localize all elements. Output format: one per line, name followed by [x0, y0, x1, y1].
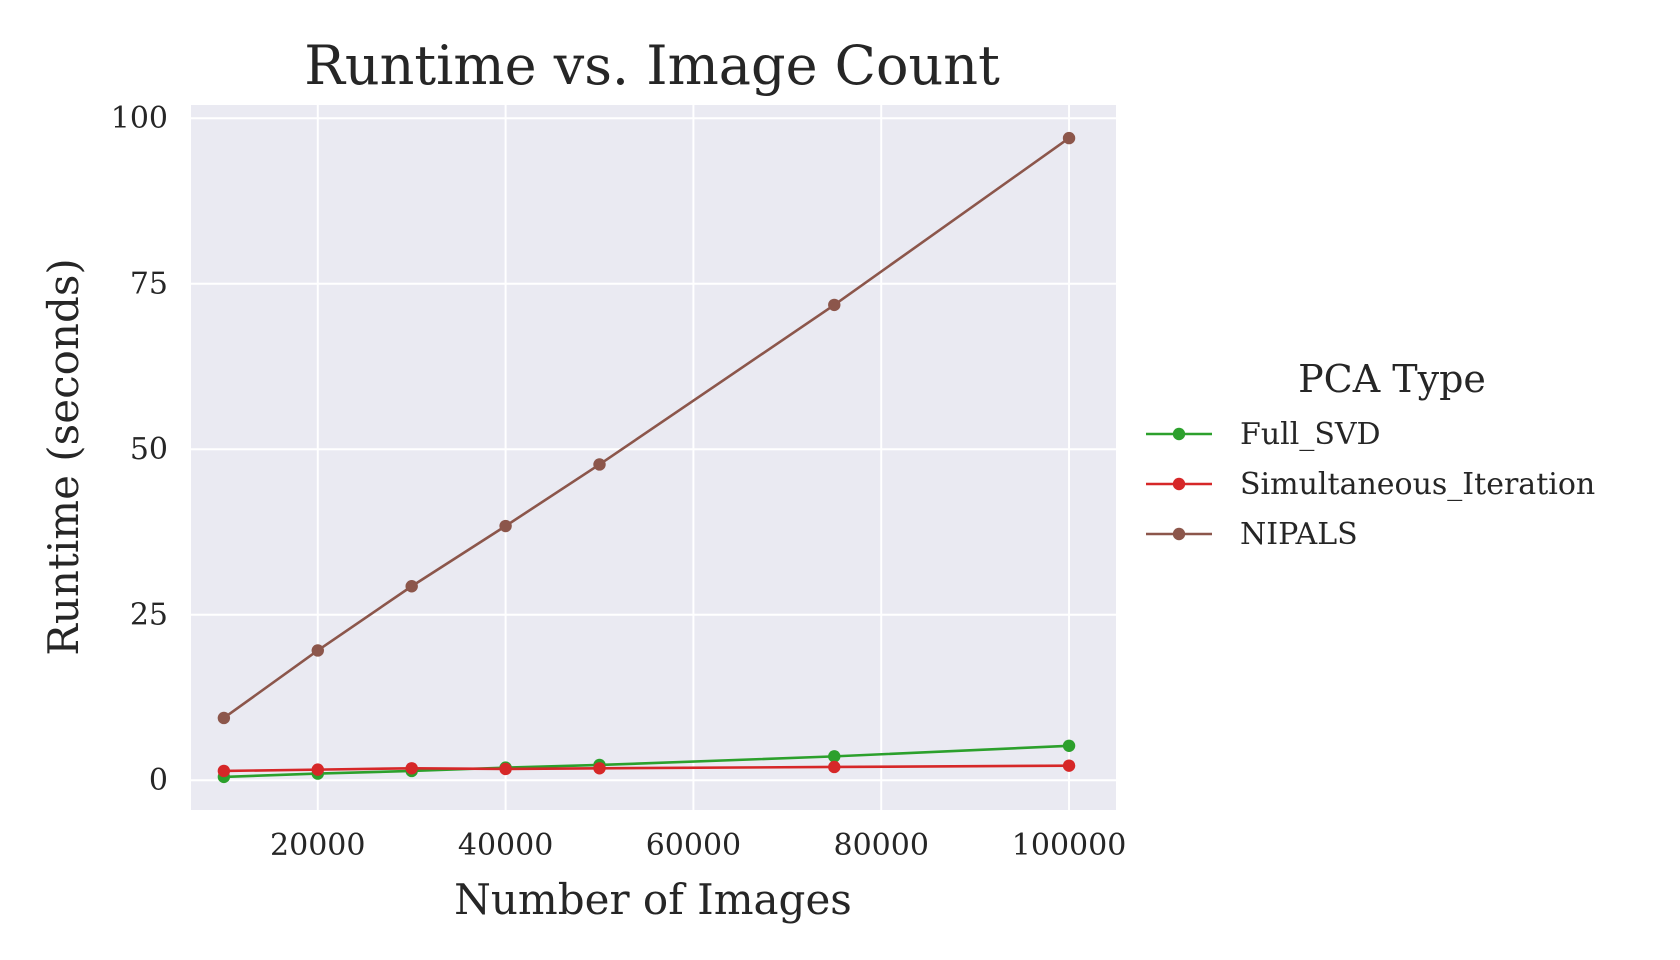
data-point: [1062, 739, 1076, 752]
y-tick-label: 25: [130, 598, 168, 633]
data-point: [1062, 131, 1076, 145]
legend: PCA Type Full_SVD Simultaneous_Iteration N…: [1146, 357, 1595, 552]
data-point: [1062, 759, 1076, 772]
data-point: [311, 763, 324, 776]
data-point: [593, 458, 606, 471]
data-point: [405, 580, 418, 593]
data-point: [311, 644, 324, 657]
series-layer: [217, 131, 1076, 784]
legend-label: Simultaneous_Iteration: [1240, 467, 1595, 502]
data-point: [499, 519, 512, 533]
legend-item: NIPALS: [1146, 517, 1358, 552]
y-tick-label: 50: [130, 432, 168, 467]
x-tick-label: 40000: [458, 828, 553, 863]
x-tick-label: 20000: [270, 828, 365, 863]
data-point: [828, 298, 841, 312]
y-tick-label: 100: [111, 101, 168, 136]
data-point: [499, 762, 512, 776]
legend-label: Full_SVD: [1240, 417, 1381, 452]
legend-marker: [1172, 477, 1186, 491]
data-point: [217, 764, 231, 778]
legend-marker: [1172, 527, 1186, 541]
x-tick-label: 80000: [834, 828, 929, 863]
legend-marker: [1172, 427, 1186, 441]
legend-item: Simultaneous_Iteration: [1146, 467, 1595, 502]
data-point: [828, 760, 841, 774]
x-tick-label: 60000: [646, 828, 741, 863]
data-point: [217, 711, 231, 725]
legend-item: Full_SVD: [1146, 417, 1381, 452]
y-axis-ticks: 0 25 50 75 100: [111, 101, 168, 798]
plot-area: [191, 105, 1116, 810]
series-simultaneous-iteration: [217, 759, 1076, 778]
data-point: [405, 762, 418, 775]
y-tick-label: 0: [149, 763, 168, 798]
y-tick-label: 75: [130, 267, 168, 302]
legend-title: PCA Type: [1298, 357, 1486, 401]
data-point: [828, 750, 841, 763]
legend-label: NIPALS: [1240, 517, 1358, 552]
x-axis-ticks: 20000 40000 60000 80000 100000: [270, 828, 1126, 863]
x-tick-label: 100000: [1012, 828, 1127, 863]
x-axis-label: Number of Images: [454, 875, 852, 924]
grid: [191, 105, 1116, 810]
series-nipals: [217, 131, 1076, 725]
y-axis-label: Runtime (seconds): [39, 258, 88, 656]
chart-title: Runtime vs. Image Count: [304, 34, 1000, 97]
data-point: [593, 762, 606, 775]
